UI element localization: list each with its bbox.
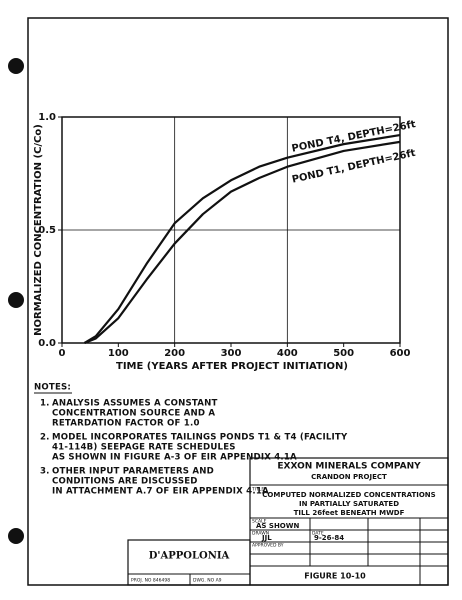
x-axis-label: TIME (YEARS AFTER PROJECT INITIATION)	[116, 361, 348, 372]
x-tick-label: 200	[164, 348, 185, 359]
x-tick-label: 300	[221, 348, 242, 359]
series-label: POND T1, DEPTH=26ft	[291, 148, 417, 186]
note-line: OTHER INPUT PARAMETERS AND	[52, 467, 214, 477]
field-label: DATE	[312, 531, 324, 537]
note-line: IN ATTACHMENT A.7 OF EIR APPENDIX 4.1A	[52, 487, 269, 497]
x-tick-label: 0	[59, 348, 66, 359]
proj-no: PROJ. NO 846498	[131, 578, 170, 584]
firm-name: D'APPOLONIA	[149, 551, 230, 562]
note-number: 1.	[40, 399, 50, 409]
field-label: TITLE	[251, 487, 264, 493]
note-line: CONCENTRATION SOURCE AND A	[52, 409, 215, 419]
binder-hole	[8, 528, 24, 544]
title-line: COMPUTED NORMALIZED CONCENTRATIONS	[262, 491, 435, 499]
note-line: 41-114B) SEEPAGE RATE SCHEDULES	[52, 443, 236, 453]
x-tick-label: 600	[390, 348, 411, 359]
y-tick-label: 1.0	[38, 112, 56, 123]
field-label: SCALE	[252, 519, 267, 525]
scale: AS SHOWN	[256, 522, 299, 530]
note-number: 3.	[40, 467, 50, 477]
title-line: TILL 26feet BENEATH MWDF	[294, 509, 405, 517]
binder-hole	[8, 58, 24, 74]
note-line: MODEL INCORPORATES TAILINGS PONDS T1 & T…	[52, 433, 348, 443]
binder-hole	[8, 292, 24, 308]
title-line: IN PARTIALLY SATURATED	[299, 500, 399, 508]
project: CRANDON PROJECT	[311, 473, 387, 481]
notes-heading: NOTES:	[34, 383, 71, 393]
note-line: ANALYSIS ASSUMES A CONSTANT	[52, 399, 218, 409]
note-number: 2.	[40, 433, 50, 443]
note-line: CONDITIONS ARE DISCUSSED	[52, 477, 198, 487]
title-block-frame	[127, 457, 449, 586]
drawn: JJL	[261, 534, 272, 542]
figure-number: FIGURE 10-10	[304, 572, 366, 581]
firm-box	[127, 539, 251, 586]
y-tick-label: 0.5	[38, 225, 56, 236]
x-tick-label: 400	[277, 348, 298, 359]
x-tick-label: 100	[108, 348, 129, 359]
y-tick-label: 0.0	[38, 338, 56, 349]
company: EXXON MINERALS COMPANY	[277, 462, 421, 472]
dwg-no: DWG. NO A9	[193, 578, 222, 584]
title-block-box	[249, 457, 449, 586]
date: 9-26-84	[314, 534, 344, 542]
field-label: DRAWN	[252, 531, 269, 537]
x-tick-label: 500	[333, 348, 354, 359]
y-axis-label: NORMALIZED CONCENTRATION (C/Co)	[33, 124, 44, 336]
series-line	[83, 133, 401, 344]
note-line: AS SHOWN IN FIGURE A-3 OF EIR APPENDIX 4…	[52, 453, 297, 463]
series-line	[84, 140, 401, 345]
field-label: APPROVED BY	[252, 543, 284, 549]
note-line: RETARDATION FACTOR OF 1.0	[52, 419, 200, 429]
